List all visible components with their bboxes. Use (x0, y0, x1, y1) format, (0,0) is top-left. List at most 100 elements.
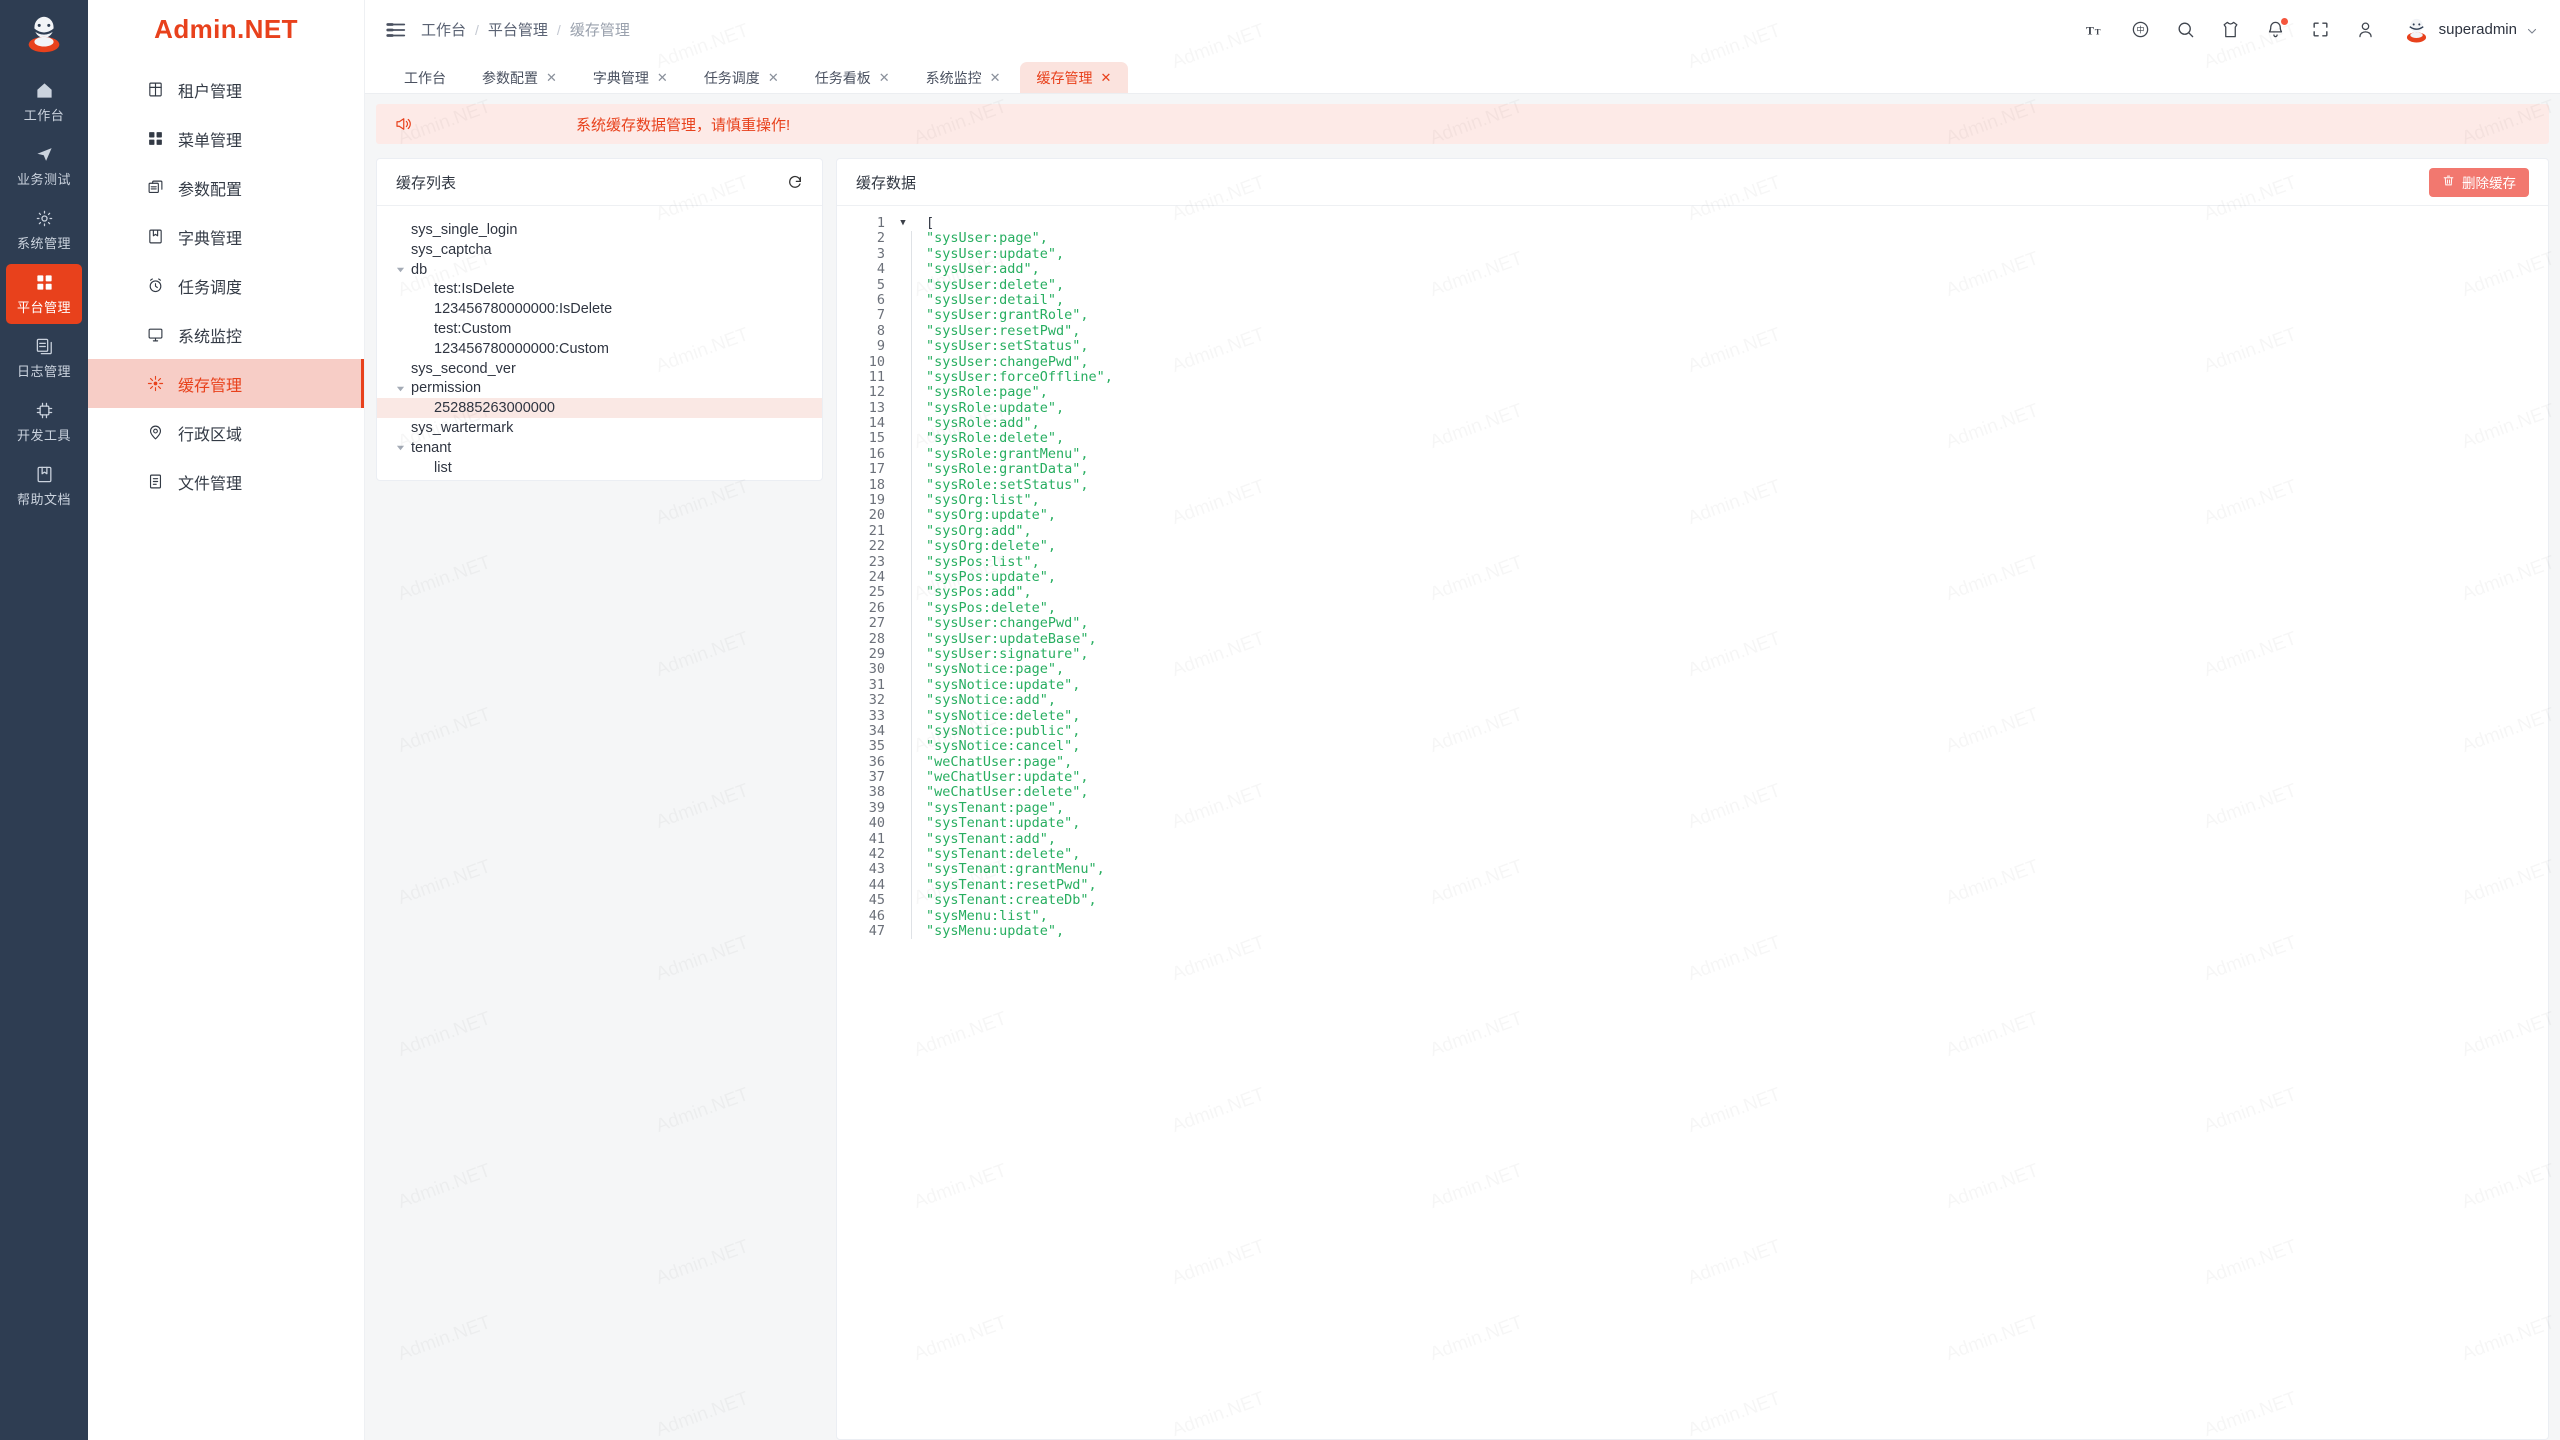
menu-item-1[interactable]: 租户管理 (88, 65, 364, 114)
menu-item-6[interactable]: 系统监控 (88, 310, 364, 359)
tab-2[interactable]: 参数配置 ✕ (465, 62, 574, 93)
tree-node[interactable]: sys_wartermark (377, 418, 822, 438)
code-line: 13 "sysRole:update", (837, 400, 2548, 417)
svg-text:中: 中 (2136, 25, 2144, 35)
line-number: 33 (868, 707, 885, 724)
rail-item-label: 日志管理 (16, 364, 71, 379)
indent-guide (911, 739, 912, 755)
tab-4[interactable]: 任务调度 ✕ (687, 62, 796, 93)
breadcrumb-item-3[interactable]: 缓存管理 (569, 22, 630, 39)
rail-item-label: 业务测试 (16, 172, 71, 187)
line-number: 10 (868, 353, 885, 370)
rail-item-6[interactable]: 开发工具 (6, 392, 82, 452)
fullscreen-icon[interactable] (2311, 20, 2330, 39)
indent-guide (911, 508, 912, 524)
tree-row-wrap: permission (377, 378, 822, 398)
menu-item-3[interactable]: 参数配置 (88, 163, 364, 212)
chevron-down-icon[interactable] (389, 265, 411, 274)
fold-toggle-icon[interactable]: ▼ (900, 218, 906, 228)
breadcrumb-item-2[interactable]: 平台管理 (487, 22, 548, 39)
code-text: "sysUser:changePwd", (926, 615, 1089, 632)
code-text: "sysRole:add", (926, 415, 1040, 432)
code-text: "sysPos:add", (926, 584, 1032, 601)
tab-close-icon[interactable]: ✕ (656, 70, 668, 85)
tree-node[interactable]: list (377, 458, 822, 478)
tab-close-icon[interactable]: ✕ (989, 70, 1001, 85)
gear-icon (35, 209, 54, 228)
tree-node[interactable]: test:Custom (377, 319, 822, 339)
tab-5[interactable]: 任务看板 ✕ (798, 62, 907, 93)
rail-item-3[interactable]: 系统管理 (6, 200, 82, 260)
rail-item-1[interactable]: 工作台 (6, 72, 82, 132)
menu-item-7[interactable]: 缓存管理 (88, 359, 364, 408)
rail-item-4[interactable]: 平台管理 (6, 264, 82, 324)
chevron-down-icon[interactable] (389, 443, 411, 452)
chevron-down-icon[interactable] (389, 384, 411, 393)
chevron-down-icon[interactable] (2526, 24, 2538, 36)
delete-cache-button[interactable]: 删除缓存 (2429, 167, 2529, 197)
notification-icon[interactable] (2266, 18, 2288, 39)
tab-close-icon[interactable]: ✕ (546, 70, 557, 85)
code-line: 46 "sysMenu:list", (837, 908, 2548, 924)
line-number: 30 (868, 661, 885, 678)
tree-node[interactable]: sys_second_ver (377, 359, 822, 379)
code-line: 21 "sysOrg:add", (837, 523, 2548, 540)
json-viewer[interactable]: 1 ▼ [2 "sysUser:page", 3 "sysUser:update", 4 "s… (837, 206, 2548, 1439)
tree-node[interactable]: 123456780000000:Custom (377, 339, 822, 359)
code-line: 2 "sysUser:page", (837, 230, 2548, 247)
code-text: "sysUser:changePwd", (926, 353, 1089, 370)
user-menu[interactable]: superadmin (2403, 16, 2538, 43)
tab-close-icon[interactable]: ✕ (1100, 70, 1112, 85)
cache-list-title: 缓存列表 (396, 174, 457, 192)
tree-node[interactable]: db (377, 260, 822, 280)
indent-guide (911, 554, 912, 570)
search-icon[interactable] (2176, 20, 2195, 39)
user-icon[interactable] (2356, 20, 2375, 39)
rail-item-5[interactable]: 日志管理 (6, 328, 82, 388)
code-text: "sysTenant:delete", (926, 846, 1081, 863)
tree-node[interactable]: 252885263000000 (377, 398, 822, 419)
menu-item-4[interactable]: 字典管理 (88, 212, 364, 261)
tab-1[interactable]: 工作台 (387, 62, 463, 93)
tab-close-icon[interactable]: ✕ (767, 70, 779, 85)
tab-6[interactable]: 系统监控 ✕ (909, 62, 1018, 93)
tab-label: 字典管理 (592, 69, 649, 86)
indent-guide (911, 431, 912, 447)
menu-item-label: 任务调度 (178, 279, 243, 297)
tree-node[interactable]: sys_single_login (377, 220, 822, 240)
tree-node[interactable]: permission (377, 378, 822, 398)
breadcrumb-item-1[interactable]: 工作台 (421, 22, 467, 39)
menu-item-9[interactable]: 文件管理 (88, 457, 364, 506)
refresh-icon[interactable] (787, 174, 803, 190)
indent-guide (911, 800, 912, 817)
theme-icon[interactable] (2221, 20, 2240, 39)
code-text: "sysTenant:page", (926, 799, 1065, 816)
code-line: 10 "sysUser:changePwd", (837, 353, 2548, 370)
menu-item-2[interactable]: 菜单管理 (88, 114, 364, 163)
code-line: 45 "sysTenant:createDb", (837, 892, 2548, 909)
tree-node[interactable]: tenant (377, 438, 822, 458)
code-line: 14 "sysRole:add", (837, 415, 2548, 432)
rail-item-2[interactable]: 业务测试 (6, 136, 82, 196)
tree-node[interactable]: 123456780000000:IsDelete (377, 299, 822, 319)
tab-3[interactable]: 字典管理 ✕ (576, 62, 685, 93)
rail-item-7[interactable]: 帮助文档 (6, 456, 82, 516)
notification-badge (2280, 18, 2288, 25)
tab-close-icon[interactable]: ✕ (878, 70, 890, 85)
code-text: "sysUser:add", (926, 261, 1040, 278)
language-icon[interactable]: 中 (2131, 20, 2150, 39)
menu-item-8[interactable]: 行政区域 (88, 408, 364, 457)
sparkle-icon (147, 375, 164, 392)
line-number: 20 (868, 507, 885, 524)
tree-node[interactable]: test:IsDelete (377, 279, 822, 299)
cache-list-panel: 缓存列表 sys_single_login sys_captcha db test:I… (376, 158, 823, 481)
tree-row-wrap: sys_wartermark (377, 418, 822, 438)
tab-7[interactable]: 缓存管理 ✕ (1019, 62, 1129, 93)
tree-node[interactable]: sys_captcha (377, 240, 822, 260)
code-text: "sysPos:update", (926, 568, 1057, 585)
menu-item-5[interactable]: 任务调度 (88, 261, 364, 310)
collapse-menu-icon[interactable] (385, 19, 407, 41)
